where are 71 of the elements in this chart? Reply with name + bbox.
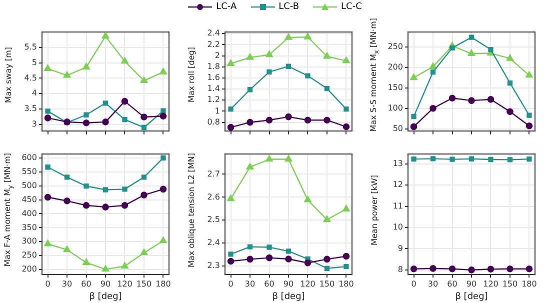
- legend-label: LC-A: [216, 2, 237, 12]
- y-axis-title: Max oblique tension L2 [MN]: [187, 152, 197, 268]
- y-tick-label: 250: [22, 250, 37, 260]
- y-axis-title: Max roll [deg]: [187, 47, 197, 103]
- y-tick-label: 5.5: [24, 42, 37, 52]
- y-tick-label: 5: [32, 58, 37, 67]
- y-tick-label: 13: [392, 159, 403, 168]
- x-axis-title: β [deg]: [89, 292, 122, 302]
- x-tick-label: 150: [502, 279, 518, 288]
- y-tick-label: 2.4: [207, 238, 220, 248]
- y-tick-label: 2.2: [207, 40, 220, 49]
- x-tick-label: 90: [100, 279, 111, 288]
- y-tick-label: 11: [392, 201, 403, 210]
- x-tick-label: 60: [447, 279, 458, 288]
- x-tick-label: 60: [264, 279, 274, 288]
- x-tick-label: 0: [411, 279, 416, 288]
- x-axis-title: β [deg]: [455, 292, 488, 302]
- x-tick-label: 30: [62, 279, 72, 288]
- y-tick-label: 4: [32, 88, 37, 98]
- y-tick-label: 12: [392, 180, 403, 190]
- x-tick-label: 180: [156, 279, 171, 288]
- y-tick-label: 500: [22, 180, 37, 190]
- y-tick-label: 200: [388, 62, 403, 72]
- y-tick-label: 600: [22, 152, 37, 162]
- y-tick-label: 2.6: [207, 192, 220, 202]
- x-axis-title: β [deg]: [272, 292, 305, 302]
- y-tick-label: 8: [398, 265, 403, 274]
- y-tick-label: 3.5: [24, 104, 37, 114]
- y-tick-label: 2: [214, 50, 220, 60]
- y-tick-label: 2.7: [207, 169, 220, 178]
- legend-label: LC-C: [341, 2, 362, 12]
- y-tick-label: 150: [388, 83, 403, 92]
- y-tick-label: 400: [22, 208, 37, 218]
- y-tick-label: 50: [392, 124, 403, 133]
- x-tick-label: 0: [45, 279, 50, 288]
- y-tick-label: 1.6: [207, 73, 220, 82]
- x-tick-label: 150: [319, 279, 335, 288]
- x-tick-label: 180: [338, 279, 354, 288]
- y-tick-label: 200: [22, 264, 37, 274]
- y-axis-title: Mean power [kW]: [370, 174, 380, 246]
- y-tick-label: 10: [392, 222, 403, 232]
- x-tick-label: 120: [300, 279, 316, 288]
- x-tick-label: 150: [136, 279, 152, 288]
- y-tick-label: 2.5: [207, 215, 220, 224]
- x-tick-label: 30: [244, 279, 256, 288]
- x-tick-label: 120: [117, 279, 132, 288]
- y-tick-label: 250: [388, 42, 403, 52]
- y-tick-label: 350: [22, 222, 37, 232]
- y-tick-label: 100: [388, 103, 403, 112]
- y-tick-label: 1: [214, 106, 220, 116]
- y-tick-label: 550: [22, 166, 37, 176]
- y-tick-label: 0.8: [207, 117, 220, 126]
- y-tick-label: 9: [398, 244, 403, 253]
- y-tick-label: 450: [22, 194, 37, 204]
- x-tick-label: 180: [522, 279, 537, 288]
- y-axis-title: Max sway [m]: [4, 46, 14, 103]
- y-tick-label: 1.2: [207, 95, 220, 104]
- x-tick-label: 90: [283, 279, 294, 288]
- y-tick-label: 3: [32, 120, 37, 128]
- y-tick-label: 1.4: [207, 84, 220, 94]
- x-tick-label: 0: [228, 279, 234, 288]
- x-tick-label: 90: [466, 279, 477, 288]
- y-tick-label: 2.4: [207, 28, 220, 38]
- y-tick-label: 2.3: [207, 261, 220, 270]
- y-tick-label: 4.5: [24, 73, 37, 82]
- y-tick-label: 300: [22, 236, 37, 246]
- x-tick-label: 60: [81, 279, 92, 288]
- x-tick-label: 30: [428, 279, 438, 288]
- x-tick-label: 120: [483, 279, 498, 288]
- legend-label: LC-B: [278, 2, 300, 12]
- y-tick-label: 1.8: [207, 62, 220, 71]
